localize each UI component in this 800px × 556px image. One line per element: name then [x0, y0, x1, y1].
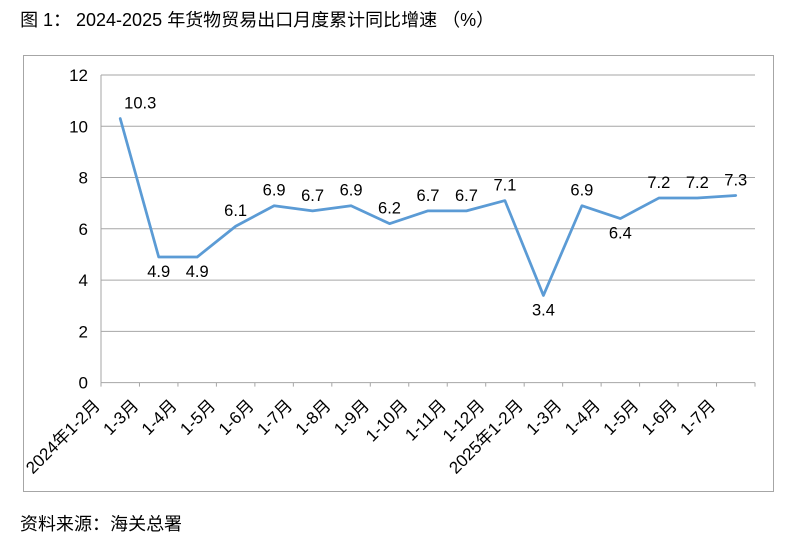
svg-text:12: 12 [69, 66, 88, 85]
svg-text:1-3月: 1-3月 [523, 396, 566, 439]
svg-text:4.9: 4.9 [147, 263, 170, 281]
svg-text:6.9: 6.9 [340, 182, 363, 200]
svg-text:1-8月: 1-8月 [292, 396, 335, 439]
svg-text:1-4月: 1-4月 [138, 396, 181, 439]
svg-text:1-11月: 1-11月 [401, 396, 450, 445]
svg-text:3.4: 3.4 [532, 301, 555, 319]
svg-text:6.9: 6.9 [263, 182, 286, 200]
svg-text:6.7: 6.7 [455, 187, 478, 205]
svg-text:6: 6 [79, 220, 88, 239]
svg-text:6.7: 6.7 [301, 187, 324, 205]
svg-text:1-7月: 1-7月 [253, 396, 296, 439]
svg-text:4.9: 4.9 [186, 263, 209, 281]
svg-text:8: 8 [79, 169, 88, 188]
svg-text:6.7: 6.7 [417, 187, 440, 205]
svg-text:7.3: 7.3 [724, 171, 747, 189]
svg-text:1-6月: 1-6月 [638, 396, 681, 439]
svg-text:2: 2 [79, 322, 88, 341]
svg-text:1-5月: 1-5月 [176, 396, 219, 439]
svg-text:4: 4 [79, 271, 88, 290]
svg-text:1-5月: 1-5月 [600, 396, 643, 439]
svg-text:1-4月: 1-4月 [561, 396, 604, 439]
svg-text:6.4: 6.4 [609, 225, 632, 243]
svg-text:1-6月: 1-6月 [215, 396, 258, 439]
svg-text:1-7月: 1-7月 [677, 396, 720, 439]
svg-text:7.2: 7.2 [686, 174, 709, 192]
svg-text:7.1: 7.1 [493, 177, 516, 195]
svg-text:0: 0 [79, 374, 88, 393]
svg-text:10.3: 10.3 [124, 95, 156, 113]
svg-text:10: 10 [69, 117, 88, 136]
svg-text:2024年1-2月: 2024年1-2月 [24, 396, 104, 478]
svg-text:1-3月: 1-3月 [99, 396, 142, 439]
svg-text:6.1: 6.1 [224, 202, 247, 220]
svg-text:6.9: 6.9 [570, 182, 593, 200]
svg-text:7.2: 7.2 [647, 174, 670, 192]
svg-text:1-10月: 1-10月 [362, 396, 412, 446]
svg-text:6.2: 6.2 [378, 200, 401, 218]
